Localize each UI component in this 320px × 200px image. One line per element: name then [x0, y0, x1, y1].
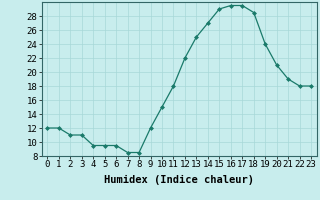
- X-axis label: Humidex (Indice chaleur): Humidex (Indice chaleur): [104, 175, 254, 185]
